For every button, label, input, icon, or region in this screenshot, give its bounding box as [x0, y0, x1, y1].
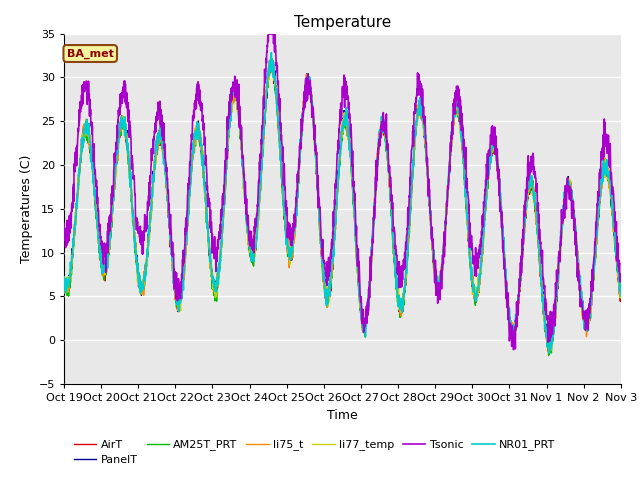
AM25T_PRT — [268, 60, 275, 65]
AM25T_PRT — [617, 295, 625, 300]
NR01_PRT — [216, 264, 223, 269]
li75_t — [545, 349, 552, 355]
Legend: AirT, PanelT, AM25T_PRT, li75_t, li77_temp, Tsonic, NR01_PRT: AirT, PanelT, AM25T_PRT, li75_t, li77_te… — [70, 435, 560, 469]
Tsonic — [60, 221, 68, 227]
NR01_PRT — [504, 302, 512, 308]
Tsonic — [584, 307, 591, 313]
AM25T_PRT — [359, 327, 367, 333]
AirT — [359, 317, 367, 323]
AirT — [216, 266, 223, 272]
PanelT — [216, 265, 223, 271]
li77_temp — [504, 302, 512, 308]
li77_temp — [268, 54, 275, 60]
NR01_PRT — [584, 320, 591, 326]
NR01_PRT — [359, 323, 367, 329]
AM25T_PRT — [60, 283, 68, 289]
AM25T_PRT — [545, 353, 552, 359]
Line: NR01_PRT: NR01_PRT — [64, 53, 621, 353]
Text: BA_met: BA_met — [67, 48, 114, 59]
li77_temp — [617, 291, 625, 297]
li77_temp — [371, 193, 379, 199]
Title: Temperature: Temperature — [294, 15, 391, 30]
Tsonic — [617, 271, 625, 277]
li75_t — [504, 314, 512, 320]
Tsonic — [216, 228, 223, 234]
Tsonic — [504, 304, 512, 310]
PanelT — [60, 275, 68, 280]
li75_t — [60, 278, 68, 284]
li77_temp — [60, 274, 68, 280]
NR01_PRT — [545, 350, 553, 356]
NR01_PRT — [371, 198, 379, 204]
PanelT — [545, 346, 553, 351]
AirT — [268, 58, 275, 63]
Line: PanelT: PanelT — [64, 59, 621, 348]
AirT — [60, 276, 68, 281]
li77_temp — [568, 188, 576, 193]
AirT — [617, 294, 625, 300]
AM25T_PRT — [371, 203, 379, 209]
li75_t — [359, 317, 367, 323]
li77_temp — [359, 324, 367, 330]
Tsonic — [509, 347, 517, 353]
PanelT — [504, 307, 512, 312]
Tsonic — [268, 12, 276, 18]
NR01_PRT — [268, 50, 275, 56]
li75_t — [371, 192, 379, 198]
Line: AM25T_PRT: AM25T_PRT — [64, 62, 621, 356]
li77_temp — [216, 271, 223, 276]
AirT — [504, 310, 512, 316]
NR01_PRT — [60, 274, 68, 279]
AM25T_PRT — [216, 269, 223, 275]
PanelT — [584, 319, 591, 324]
Tsonic — [371, 211, 379, 217]
Line: li75_t: li75_t — [64, 60, 621, 352]
li77_temp — [545, 349, 553, 355]
X-axis label: Time: Time — [327, 408, 358, 421]
li75_t — [267, 57, 275, 62]
Y-axis label: Temperatures (C): Temperatures (C) — [20, 155, 33, 263]
li75_t — [568, 195, 576, 201]
AirT — [371, 200, 379, 205]
AirT — [584, 318, 591, 324]
PanelT — [568, 197, 576, 203]
Line: AirT: AirT — [64, 60, 621, 353]
li75_t — [584, 321, 591, 326]
AirT — [546, 350, 554, 356]
li77_temp — [584, 327, 591, 333]
AirT — [568, 196, 576, 202]
AM25T_PRT — [568, 202, 576, 207]
NR01_PRT — [617, 293, 625, 299]
PanelT — [371, 192, 379, 197]
PanelT — [268, 56, 275, 61]
li75_t — [216, 265, 223, 271]
Tsonic — [359, 316, 367, 322]
Line: li77_temp: li77_temp — [64, 57, 621, 352]
li75_t — [617, 291, 625, 297]
PanelT — [359, 309, 367, 314]
Line: Tsonic: Tsonic — [64, 15, 621, 350]
AM25T_PRT — [504, 311, 512, 317]
AM25T_PRT — [584, 328, 591, 334]
PanelT — [617, 296, 625, 301]
Tsonic — [568, 198, 576, 204]
NR01_PRT — [568, 197, 576, 203]
